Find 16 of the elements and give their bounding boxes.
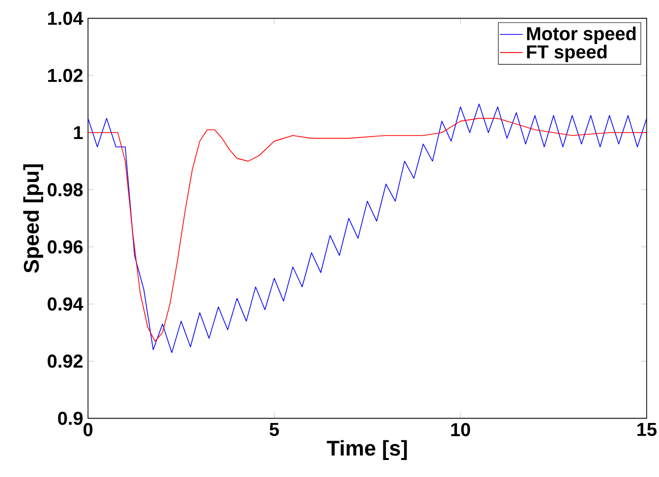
y-tick-label: 1.02 xyxy=(48,68,83,82)
x-tick-label: 5 xyxy=(270,423,279,436)
y-tick-label: 0.98 xyxy=(48,183,83,196)
y-tick-label: 0.94 xyxy=(48,297,84,311)
x-tick-label: 10 xyxy=(451,423,470,436)
y-tick-label: 0.92 xyxy=(48,354,83,368)
legend-label: FT speed xyxy=(527,44,607,62)
x-tick-label: 15 xyxy=(637,423,657,436)
y-axis-title: Speed [pu] xyxy=(23,164,44,273)
x-axis-title: Time [s] xyxy=(326,440,407,460)
x-tick-label: 0 xyxy=(84,423,92,436)
y-tick-label: 1 xyxy=(74,126,83,140)
y-tick-label: 0.9 xyxy=(58,412,83,425)
y-tick-label: 1.04 xyxy=(48,12,84,25)
legend-label: Motor speed xyxy=(527,26,636,44)
y-tick-label: 0.96 xyxy=(48,240,83,254)
